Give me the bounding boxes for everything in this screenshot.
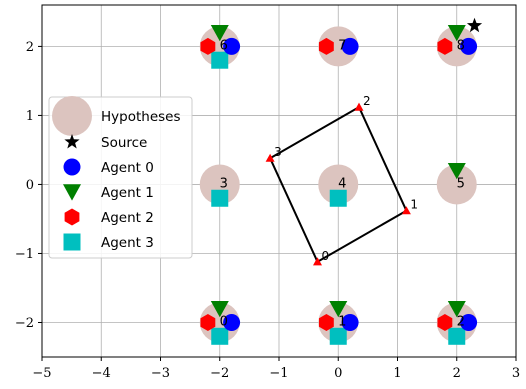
y-tick-label: −1 [15,247,34,262]
y-tick-label: 1 [26,109,34,124]
hypothesis-point [199,164,240,205]
agent2-hexagon [200,314,216,331]
agent3-square [329,189,347,207]
legend-agent3-marker [63,233,81,251]
agents-layer: 0 1 2 3 4 5 6 7 8 0 1 2 3 [200,17,483,345]
hypothesis-label: 8 [457,38,465,53]
legend-agent2-marker [64,208,80,226]
agent3-square [329,327,347,345]
x-tick-label: 2 [453,366,461,381]
agent2-hexagon [437,37,453,55]
hypothesis-point [436,164,477,205]
path-marker [401,206,411,215]
y-tick-label: 2 [26,40,34,55]
y-tick-label: 0 [26,178,34,193]
hypothesis-label: 1 [338,314,346,329]
agent1-triangle [447,25,466,42]
hypothesis-label: 6 [220,38,228,53]
legend-hypotheses-marker [52,96,92,136]
hypothesis-label: 3 [220,176,228,191]
hypothesis-point [199,302,240,343]
x-tick-label: −3 [151,366,170,381]
agent3-square [211,51,229,69]
agent1-triangle [329,301,348,318]
agent2-hexagon [437,314,453,331]
legend: Hypotheses Source Agent 0 Agent 1 Agent 2 Age… [48,96,193,259]
agent0-circle [341,37,359,55]
legend-entry-label: Agent 1 [101,185,154,201]
agent1-triangle [447,301,466,318]
agent3-square [448,327,466,345]
agent0-circle [341,313,359,331]
agent1-triangle [210,25,229,42]
x-tick-label: −4 [92,366,111,381]
hypothesis-point [318,26,359,67]
legend-entry-label: Agent 3 [101,235,154,251]
hypothesis-label: 7 [338,38,346,53]
path-label: 1 [410,198,418,212]
source-star [466,17,483,33]
hypothesis-point [199,26,240,67]
x-tick-label: −1 [269,366,288,381]
legend-box [48,96,193,259]
agent3-square [211,327,229,345]
legend-entry-label: Agent 2 [101,210,154,226]
path-layer [265,102,411,266]
x-tick-label: 3 [512,366,520,381]
x-tick-label: −5 [32,366,51,381]
agent0-circle [460,37,478,55]
path-label: 3 [274,145,282,159]
x-tick-label: 0 [334,366,342,381]
agent3-square [211,189,229,207]
hypothesis-point [436,26,477,67]
x-tick-label: −2 [210,366,229,381]
hypothesis-point [436,302,477,343]
hypothesis-label: 5 [457,176,465,191]
agent0-circle [223,37,241,55]
agent0-circle [223,313,241,331]
hypothesis-point [318,164,359,205]
x-tick-label: 1 [393,366,401,381]
hypothesis-label: 0 [220,314,228,329]
path-label: 0 [322,249,330,263]
hypothesis-label: 2 [457,314,465,329]
legend-agent1-marker [63,184,81,201]
path-marker [265,153,275,162]
agent1-triangle [447,163,466,180]
agent2-hexagon [200,37,216,55]
axes: −5 −4 −3 −2 −1 0 1 2 3 −2 −1 0 1 2 [15,4,520,381]
hypotheses-layer [199,26,477,343]
agent0-circle [460,313,478,331]
hypothesis-point [318,302,359,343]
legend-agent0-marker [63,158,81,176]
y-tick-label: −2 [15,316,34,331]
legend-entry-label: Source [101,135,147,151]
path-label: 2 [363,94,371,108]
agent1-triangle [210,301,229,318]
agent2-hexagon [319,37,334,55]
legend-entry-label: Hypotheses [101,109,181,125]
agent2-hexagon [319,314,334,331]
path-marker [354,102,364,111]
path-marker [313,257,322,266]
hypothesis-label: 4 [338,176,346,191]
legend-source-marker [64,134,80,149]
legend-entry-label: Agent 0 [101,160,154,176]
